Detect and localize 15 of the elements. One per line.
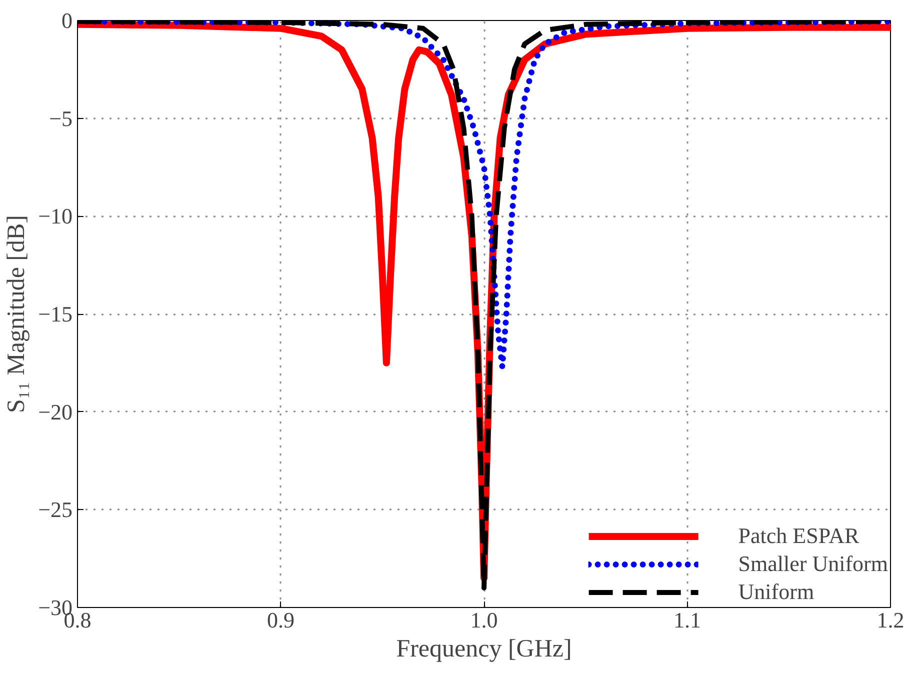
- y-tick-label: −20: [38, 399, 73, 424]
- y-tick-label: −5: [49, 106, 73, 131]
- y-tick-label: 0: [62, 8, 72, 33]
- x-axis-title: Frequency [GHz]: [396, 636, 572, 662]
- x-tick-label: 1.2: [876, 608, 904, 632]
- y-axis-title: S₁₁ Magnitude [dB]: [3, 215, 30, 413]
- legend-label: Patch ESPAR: [738, 523, 860, 549]
- x-tick-label: 1.0: [470, 608, 498, 632]
- x-tick-label: 1.1: [674, 608, 701, 632]
- legend-label: Smaller Uniform: [738, 551, 888, 577]
- y-tick-label: −25: [38, 497, 73, 522]
- legend-label: Uniform: [738, 579, 814, 605]
- x-tick-label: 0.9: [267, 608, 294, 632]
- y-tick-label: −10: [38, 204, 73, 229]
- y-tick-label: −15: [38, 302, 73, 326]
